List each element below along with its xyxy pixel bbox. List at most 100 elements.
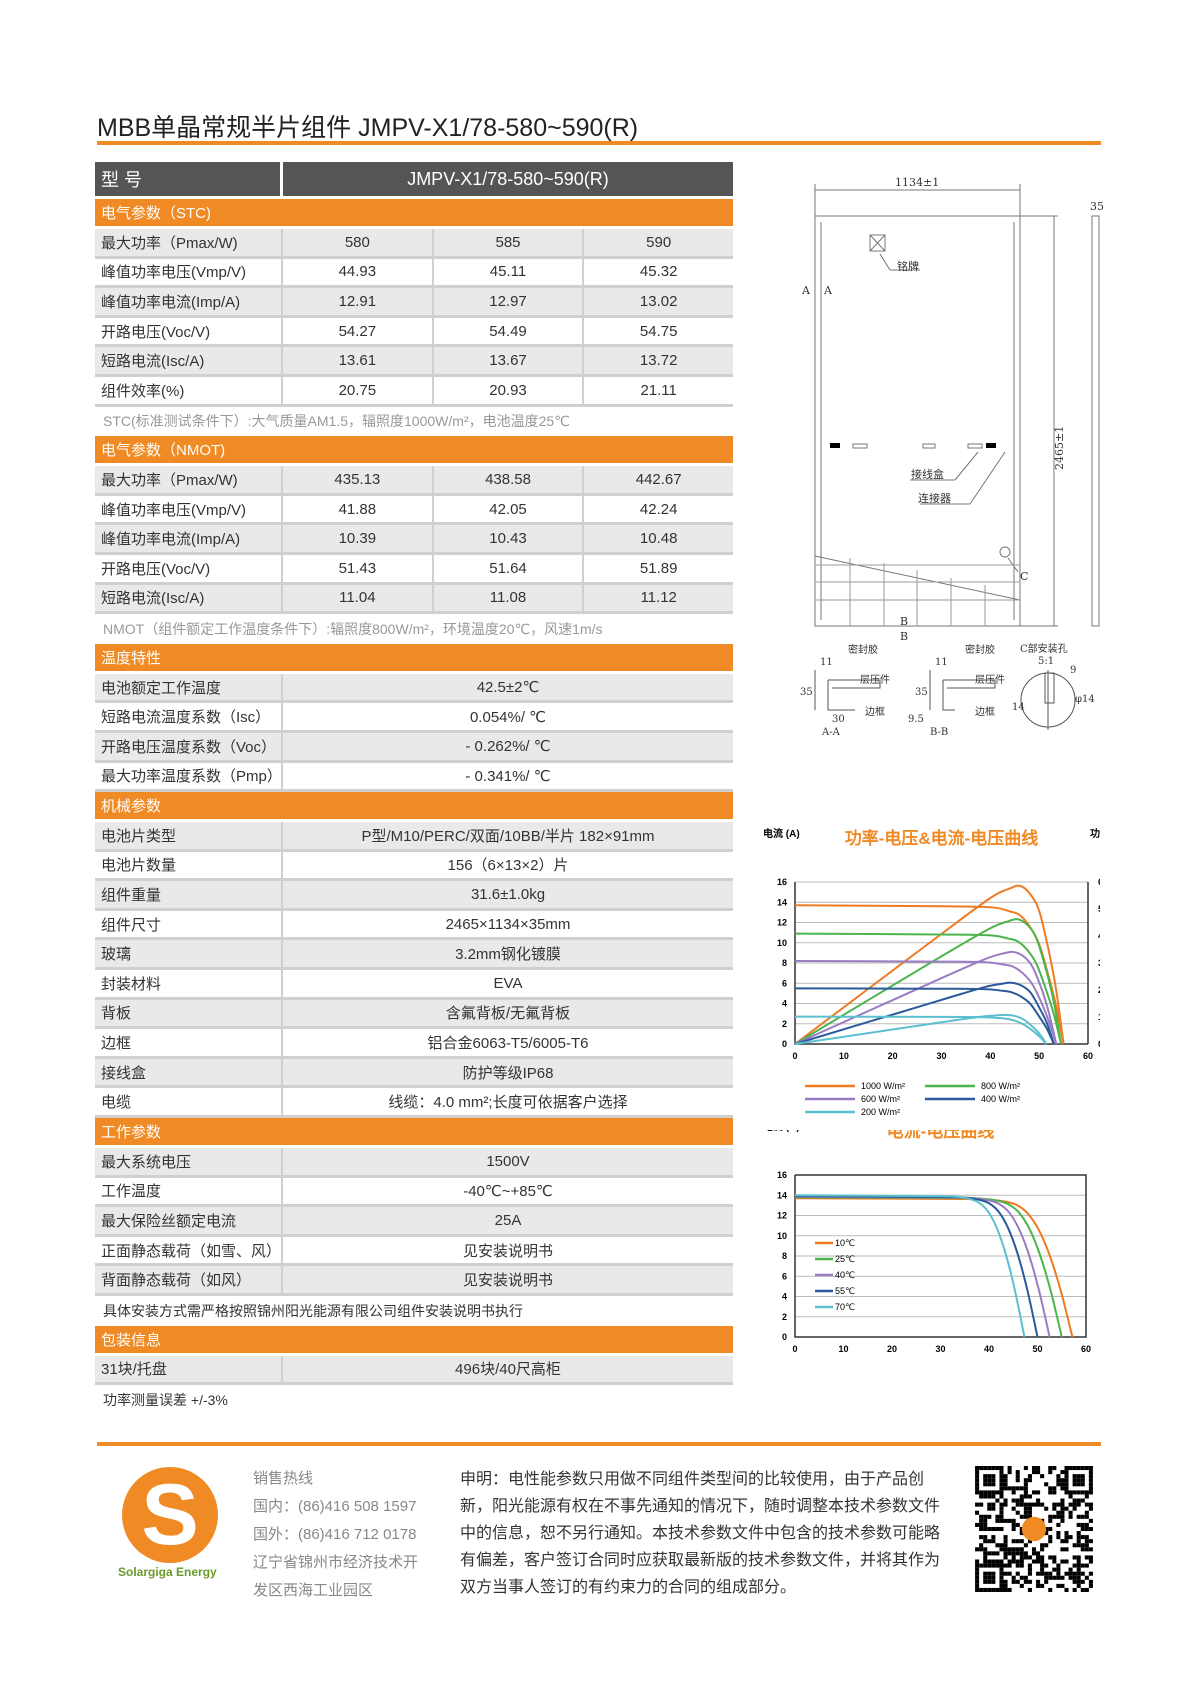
row-value: 见安装说明书 (462, 1242, 553, 1260)
legend-label: 800 W/m² (981, 1081, 1020, 1091)
qr-module (1023, 1510, 1028, 1515)
row-label: 正面静态载荷（如雪、风） (95, 1236, 283, 1264)
qr-module (983, 1575, 988, 1580)
qr-module (1076, 1531, 1081, 1536)
bb-title: B-B (930, 727, 948, 738)
x-tick-label: 0 (792, 1051, 797, 1061)
qr-module (1003, 1555, 1008, 1560)
model-name: JMPV-X1/78-580~590(R) (407, 168, 609, 189)
qr-module (1003, 1486, 1008, 1491)
row-value: 20.75 (283, 376, 434, 404)
x-tick-label: 50 (1032, 1344, 1042, 1354)
qr-module (983, 1478, 988, 1483)
qr-module (987, 1571, 992, 1576)
qr-module (987, 1551, 992, 1556)
qr-module (1084, 1510, 1089, 1515)
qr-module (1076, 1474, 1081, 1479)
y-tick-label: 14 (777, 897, 787, 907)
qr-module (983, 1539, 988, 1544)
qr-module (1027, 1587, 1032, 1592)
qr-module (1088, 1579, 1093, 1584)
detail-c: C (1020, 570, 1028, 583)
qr-module (1080, 1571, 1085, 1576)
qr-module (1064, 1506, 1069, 1511)
qr-module (1060, 1510, 1065, 1515)
qr-module (1060, 1583, 1065, 1588)
qr-module (975, 1490, 980, 1495)
row-value: 42.05 (434, 495, 585, 523)
qr-module (1036, 1555, 1041, 1560)
table-row: 电池片类型 P型/M10/PERC/双面/10BB/半片 182×91mm (95, 822, 733, 852)
address-line-2: 发区西海工业园区 (253, 1582, 374, 1599)
y-tick-label: 14 (777, 1190, 787, 1200)
qr-module (1064, 1486, 1069, 1491)
qr-module (1080, 1543, 1085, 1548)
qr-module (1019, 1502, 1024, 1507)
qr-module (1036, 1502, 1041, 1507)
section-band: 机械参数 (95, 792, 733, 823)
bb-dim-9-5: 9.5 (908, 714, 924, 725)
qr-module (1064, 1474, 1069, 1479)
qr-module (1007, 1466, 1012, 1471)
brand-name: Solargiga Energy (118, 1565, 217, 1579)
qr-module (1023, 1502, 1028, 1507)
qr-module (983, 1579, 988, 1584)
qr-module (1084, 1575, 1089, 1580)
company-logo: S (122, 1467, 218, 1563)
qr-module (1084, 1539, 1089, 1544)
row-value: 线缆：4.0 mm²;长度可依据客户选择 (388, 1094, 628, 1112)
row-value: 580 (283, 229, 434, 256)
qr-module (1072, 1563, 1077, 1568)
qr-module (1088, 1470, 1093, 1475)
row-value: 10.48 (639, 530, 678, 548)
iv-curve (794, 932, 1063, 1045)
qr-module (991, 1579, 996, 1584)
qr-module (987, 1474, 992, 1479)
qr-module (1060, 1482, 1065, 1487)
table-row: 组件效率(%) 20.75 20.93 21.11 (95, 376, 733, 407)
qr-module (999, 1518, 1004, 1523)
y-tick-label: 2 (782, 1019, 787, 1029)
chart-title: 功率-电压&电流-电压曲线 (845, 828, 1039, 848)
row-label: 峰值功率电流(Imp/A) (95, 288, 283, 315)
qr-module (1088, 1539, 1093, 1544)
qr-module (1088, 1571, 1093, 1576)
qr-module (1048, 1518, 1053, 1523)
qr-module (979, 1522, 984, 1527)
qr-module (1052, 1575, 1057, 1580)
y-tick-label: 6 (782, 1271, 787, 1281)
qr-module (1088, 1478, 1093, 1483)
qr-module (1011, 1506, 1016, 1511)
qr-module (1076, 1583, 1081, 1588)
table-row: 31块/托盘 496块/40尺高柜 (95, 1355, 733, 1386)
qr-module (1003, 1502, 1008, 1507)
x-tick-label: 20 (887, 1344, 897, 1354)
row-value: 10.43 (434, 525, 585, 552)
qr-module (1076, 1466, 1081, 1471)
qr-module (975, 1547, 980, 1552)
y-tick-label: 4 (782, 999, 787, 1009)
iv-curve (794, 987, 1055, 1045)
pv-curve (794, 884, 1065, 1045)
qr-module (1052, 1502, 1057, 1507)
table-row: 短路电流(Isc/A) 13.61 13.67 13.72 (95, 347, 733, 377)
qr-module (1064, 1490, 1069, 1495)
row-value: - 0.262%/ ℃ (465, 738, 551, 756)
row-value: 438.58 (434, 466, 585, 493)
qr-module (999, 1490, 1004, 1495)
qr-module (1060, 1470, 1065, 1475)
qr-module (987, 1575, 992, 1580)
y2-axis-label: 功率 (W) (1090, 827, 1100, 840)
qr-module (983, 1535, 988, 1540)
table-row: 背面静态载荷（如风） 见安装说明书 (95, 1266, 733, 1296)
qr-module (1056, 1531, 1061, 1536)
qr-module (1056, 1522, 1061, 1527)
qr-module (1084, 1490, 1089, 1495)
qr-module (1064, 1559, 1069, 1564)
legend-label: 55℃ (835, 1286, 855, 1296)
qr-module (999, 1470, 1004, 1475)
qr-module (1076, 1535, 1081, 1540)
row-value: 2465×1134×35mm (445, 915, 571, 933)
axes (794, 1174, 1087, 1338)
qr-module (1044, 1563, 1049, 1568)
